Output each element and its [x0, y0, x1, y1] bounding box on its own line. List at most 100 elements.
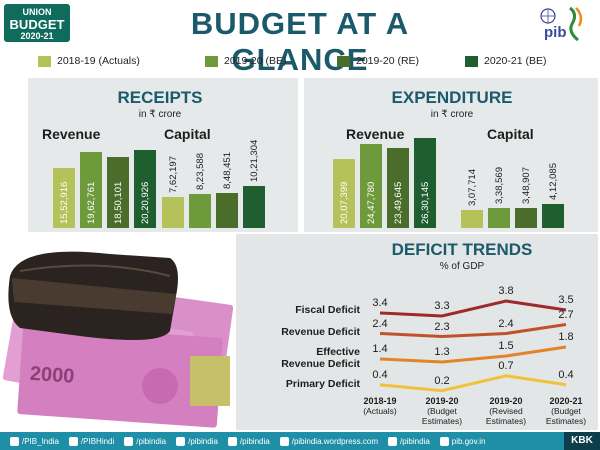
- social-icon: [68, 436, 78, 446]
- x-tick-note: (Actuals): [363, 406, 397, 416]
- badge-line-3: 2020-21: [20, 31, 54, 41]
- footer-social-link[interactable]: /pibindia: [124, 436, 167, 446]
- deficit-unit: % of GDP: [439, 261, 485, 272]
- legend-label: 2018-19 (Actuals): [57, 55, 140, 67]
- footer-social-link[interactable]: /PIBHindi: [68, 436, 115, 446]
- expenditure-capital-bar: [515, 207, 537, 228]
- footer-link-text: /pibindia: [239, 436, 270, 446]
- deficit-row-label: Effective Revenue Deficit: [281, 346, 360, 370]
- social-icon: [176, 436, 186, 446]
- legend-swatch: [465, 55, 478, 67]
- legend-label: 2019-20 (RE): [356, 55, 420, 67]
- receipts-capital-bar: [189, 194, 211, 228]
- legend-label: 2019-20 (BE): [224, 55, 287, 67]
- expenditure-unit: in ₹ crore: [430, 109, 474, 120]
- deficit-value-label: 0.4: [558, 368, 574, 381]
- footer-social-link[interactable]: /pibindia.wordpress.com: [279, 436, 378, 446]
- expenditure-title: EXPENDITURE: [391, 88, 513, 107]
- badge-line-2: BUDGET: [9, 17, 65, 32]
- deficit-value-label: 3.3: [434, 300, 450, 312]
- footer-link-text: pib.gov.in: [451, 436, 486, 446]
- footer-social-link[interactable]: /PIB_India: [10, 436, 59, 446]
- expenditure-capital-bar: [542, 204, 564, 228]
- receipts-capital-bar: [243, 186, 265, 228]
- deficit-value-label: 1.4: [372, 343, 388, 355]
- legend-item-2: 2019-20 (RE): [337, 54, 419, 68]
- receipts-title: RECEIPTS: [117, 88, 203, 107]
- footer-social-bar: /PIB_India/PIBHindi/pibindia/pibindia/pi…: [0, 432, 600, 450]
- deficit-row-label: Fiscal Deficit: [295, 304, 360, 316]
- deficit-value-label: 3.4: [372, 297, 388, 309]
- x-tick-year: 2019-20: [489, 396, 523, 406]
- footer-link-text: /pibindia: [188, 436, 218, 446]
- deficit-value-label: 0.4: [372, 368, 388, 381]
- footer-link-text: /PIBHindi: [80, 436, 115, 446]
- x-tick-label: 2019-20 (Budget Estimates): [412, 396, 472, 426]
- series-line-2: [379, 345, 567, 364]
- expenditure-capital-bar: [488, 208, 510, 228]
- legend-item-3: 2020-21 (BE): [465, 54, 546, 68]
- x-tick-year: 2020-21: [549, 396, 583, 406]
- deficit-value-label: 3.8: [498, 285, 514, 297]
- receipts-revenue-bar: [134, 150, 156, 228]
- legend-swatch: [337, 55, 350, 67]
- deficit-title: DEFICIT TRENDS: [391, 240, 533, 259]
- deficit-value-label: 1.8: [558, 331, 574, 343]
- x-tick-label: 2020-21 (Budget Estimates): [536, 396, 596, 426]
- legend-swatch: [38, 55, 51, 67]
- receipts-capital-label: Capital: [164, 126, 211, 142]
- deficit-value-label: 1.3: [434, 346, 450, 358]
- badge-line-1: UNION: [22, 7, 52, 17]
- receipts-revenue-label: Revenue: [42, 126, 101, 142]
- series-line-3: [379, 374, 567, 393]
- x-tick-label: 2018-19 (Actuals): [350, 396, 410, 416]
- expenditure-capital-label: Capital: [487, 126, 534, 142]
- footer-link-text: /PIB_India: [22, 436, 59, 446]
- deficit-value-label: 2.4: [372, 317, 388, 330]
- footer-social-link[interactable]: /pibindia: [227, 436, 270, 446]
- deficit-value-label: 2.4: [498, 317, 514, 330]
- receipts-revenue-bar: [80, 152, 102, 228]
- deficit-value-label: 0.7: [498, 359, 514, 372]
- social-icon: [439, 436, 449, 446]
- deficit-value-label: 2.7: [558, 308, 574, 321]
- deficit-panel: [236, 234, 598, 430]
- union-budget-badge: UNION BUDGET 2020-21: [4, 4, 70, 42]
- pib-logo: pib: [538, 4, 586, 44]
- expenditure-revenue-bar: [414, 138, 436, 228]
- footer-link-text: /pibindia: [136, 436, 167, 446]
- x-tick-note: (Budget Estimates): [545, 406, 587, 426]
- x-tick-year: 2019-20: [425, 396, 459, 406]
- expenditure-revenue-bar: [387, 147, 409, 228]
- legend-item-1: 2019-20 (BE): [205, 54, 286, 68]
- receipts-unit: in ₹ crore: [138, 109, 182, 120]
- receipts-capital-bar: [216, 193, 238, 228]
- footer-social-link[interactable]: /pibindia: [387, 436, 430, 446]
- pib-logo-text: pib: [544, 24, 567, 41]
- footer-social-link[interactable]: pib.gov.in: [439, 436, 486, 446]
- social-icon: [10, 436, 19, 446]
- footer-link-text: /pibindia.wordpress.com: [291, 436, 378, 446]
- receipts-capital-bar: [162, 196, 184, 228]
- deficit-value-label: 1.5: [498, 340, 514, 352]
- wallet-icon: [8, 251, 179, 340]
- series-line-1: [379, 323, 567, 339]
- footer-link-text: /pibindia: [399, 436, 430, 446]
- footer-social-link[interactable]: /pibindia: [176, 436, 218, 446]
- deficit-row-label: Revenue Deficit: [281, 326, 360, 338]
- legend-item-0: 2018-19 (Actuals): [38, 54, 140, 68]
- page-title: BUDGET AT A GLANCE: [190, 6, 410, 77]
- deficit-row-label: Primary Deficit: [285, 378, 360, 390]
- legend-label: 2020-21 (BE): [484, 55, 547, 67]
- svg-text:2000: 2000: [29, 363, 75, 388]
- social-icon: [227, 436, 237, 446]
- expenditure-revenue-bar: [360, 144, 382, 228]
- expenditure-revenue-bar: [333, 159, 355, 228]
- x-tick-note: (Budget Estimates): [421, 406, 463, 426]
- receipts-revenue-bar: [107, 156, 129, 228]
- social-icon: [124, 436, 134, 446]
- legend-swatch: [205, 55, 218, 67]
- x-tick-note: (Revised Estimates): [485, 406, 527, 426]
